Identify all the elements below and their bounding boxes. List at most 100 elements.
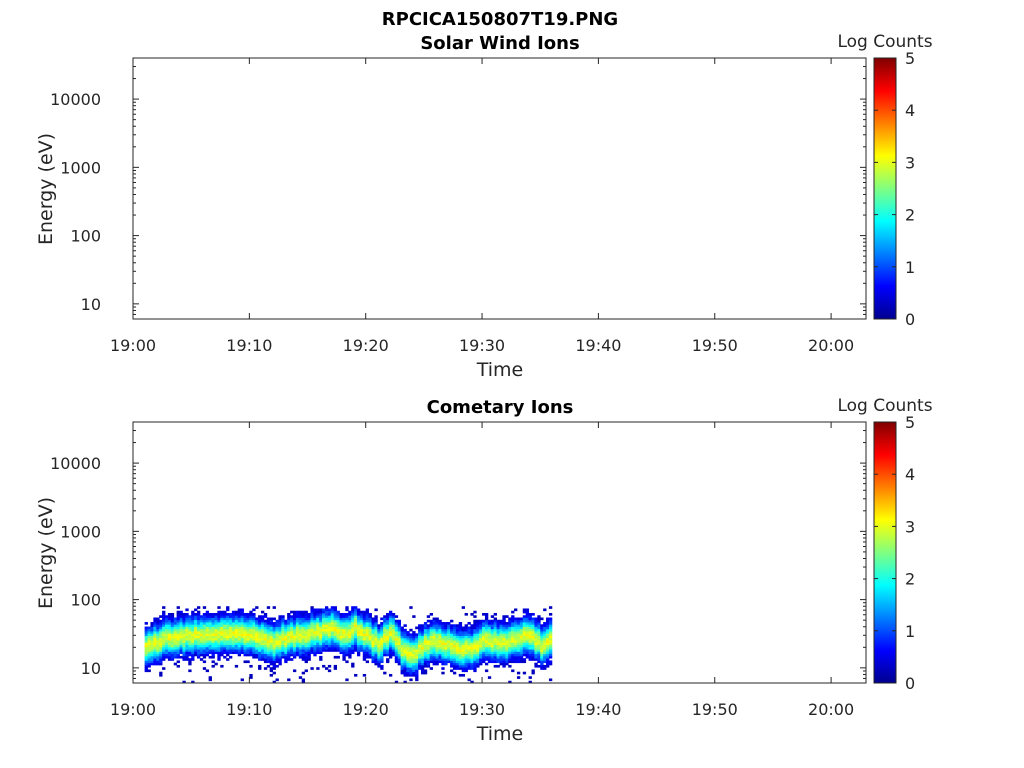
heatmap-cell <box>432 649 436 652</box>
heatmap-cell <box>525 622 529 625</box>
heatmap-cell <box>548 626 553 630</box>
heatmap-cell <box>319 626 323 630</box>
axes-frame <box>132 421 867 684</box>
x-tick-label: 19:40 <box>575 336 621 355</box>
heatmap-cell <box>519 644 524 648</box>
heatmap-cell <box>429 640 433 643</box>
heatmap-cell <box>368 640 372 643</box>
heatmap-cell <box>182 640 186 643</box>
heatmap-cell <box>429 658 433 661</box>
heatmap-cell <box>482 631 486 634</box>
heatmap-cell <box>249 673 253 677</box>
heatmap-cell <box>301 610 306 614</box>
heatmap-cell <box>482 644 486 648</box>
heatmap-cell <box>458 631 463 634</box>
heatmap-cell <box>272 644 276 648</box>
heatmap-cell <box>380 667 384 670</box>
heatmap-cell <box>482 660 486 664</box>
heatmap-cell <box>147 644 151 648</box>
heatmap-cell <box>228 646 233 650</box>
heatmap-cell <box>147 664 151 668</box>
heatmap-cell <box>479 642 483 646</box>
heatmap-cell <box>179 617 183 621</box>
heatmap-cell <box>546 655 550 659</box>
heatmap-cell <box>316 644 320 648</box>
heatmap-cell <box>159 633 163 636</box>
heatmap-cell <box>336 626 340 630</box>
heatmap-cell <box>252 640 256 643</box>
heatmap-cell <box>484 617 489 621</box>
heatmap-cell <box>159 631 163 634</box>
heatmap-cell <box>234 622 239 625</box>
heatmap-cell <box>522 628 527 632</box>
heatmap-cell <box>487 655 492 659</box>
heatmap-cell <box>295 624 300 627</box>
heatmap-cell <box>467 658 471 661</box>
heatmap-cell <box>313 608 317 612</box>
heatmap-cell <box>371 628 375 632</box>
heatmap-cell <box>156 628 160 632</box>
heatmap-cell <box>415 673 419 677</box>
heatmap-cell <box>484 646 489 650</box>
heatmap-cell <box>484 658 489 661</box>
heatmap-cell <box>278 642 282 646</box>
heatmap-cell <box>243 640 247 643</box>
heatmap-cell <box>182 646 186 650</box>
heatmap-cell <box>403 637 407 641</box>
heatmap-cell <box>167 622 172 625</box>
heatmap-cell <box>516 651 521 655</box>
heatmap-cell <box>461 660 465 664</box>
heatmap-cell <box>162 631 166 634</box>
heatmap-cell <box>383 651 387 655</box>
heatmap-cell <box>202 617 207 621</box>
heatmap-cell <box>165 653 169 657</box>
axes-frame <box>132 57 867 320</box>
heatmap-cell <box>272 658 276 661</box>
heatmap-cell <box>365 644 370 648</box>
heatmap-cell <box>528 655 532 659</box>
heatmap-cell <box>397 658 401 661</box>
heatmap-cell <box>167 624 172 627</box>
heatmap-cell <box>327 669 332 673</box>
heatmap-cell <box>284 628 288 632</box>
heatmap-cell <box>327 642 332 646</box>
heatmap-cell <box>275 678 279 682</box>
heatmap-cell <box>147 628 151 632</box>
heatmap-cell <box>223 624 227 627</box>
heatmap-cell <box>246 649 250 652</box>
heatmap-cell <box>185 631 189 634</box>
heatmap-cell <box>295 633 300 636</box>
heatmap-cell <box>403 664 407 668</box>
heatmap-cell <box>432 642 436 646</box>
heatmap-cell <box>455 644 460 648</box>
heatmap-cell <box>153 631 157 634</box>
heatmap-cell <box>400 628 404 632</box>
heatmap-cell <box>179 612 183 616</box>
heatmap-cell <box>307 637 311 641</box>
heatmap-cell <box>176 612 180 616</box>
heatmap-cell <box>546 628 550 632</box>
heatmap-cell <box>342 655 346 659</box>
heatmap-cell <box>447 628 451 632</box>
heatmap-cell <box>147 646 151 650</box>
heatmap-cell <box>356 608 361 612</box>
heatmap-cell <box>432 660 436 664</box>
heatmap-cell <box>199 640 204 643</box>
heatmap-cell <box>351 626 355 630</box>
heatmap-cell <box>292 626 297 630</box>
heatmap-cell <box>278 617 282 621</box>
heatmap-cell <box>447 635 451 639</box>
heatmap-cell <box>426 664 431 668</box>
heatmap-cell <box>546 640 550 643</box>
heatmap-cell <box>336 633 340 636</box>
heatmap-cell <box>351 624 355 627</box>
heatmap-cell <box>356 626 361 630</box>
heatmap-cell <box>214 649 218 652</box>
heatmap-cell <box>499 619 503 623</box>
heatmap-cell <box>316 617 320 621</box>
heatmap-cell <box>374 633 378 636</box>
heatmap-cell <box>505 615 509 618</box>
heatmap-cell <box>191 633 195 636</box>
heatmap-cell <box>490 658 495 661</box>
heatmap-cell <box>531 646 535 650</box>
